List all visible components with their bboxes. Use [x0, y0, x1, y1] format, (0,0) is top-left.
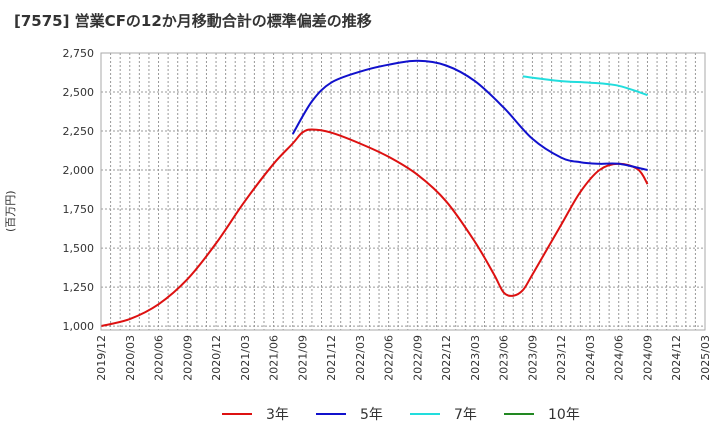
legend-label: 10年	[548, 407, 580, 423]
x-tick-label: 2022/06	[383, 335, 396, 381]
x-tick-label: 2024/09	[641, 335, 654, 381]
x-tick-label: 2023/12	[555, 335, 568, 381]
series-line-3年	[100, 128, 649, 328]
x-tick-label: 2020/03	[124, 335, 137, 381]
x-tick-label: 2021/09	[296, 335, 309, 381]
plot-frame	[100, 52, 706, 331]
legend-label: 7年	[454, 407, 477, 423]
x-tick-label: 2022/12	[440, 335, 453, 381]
x-tick-label: 2021/12	[325, 335, 338, 381]
y-tick-label: 2,250	[63, 125, 95, 138]
x-tick-label: 2023/09	[526, 335, 539, 381]
x-tick-label: 2021/06	[268, 335, 281, 381]
y-tick-label: 1,000	[63, 320, 95, 333]
x-tick-label: 2023/06	[498, 335, 511, 381]
x-tick-label: 2022/09	[411, 335, 424, 381]
y-axis-ticks: 1,000 1,250 1,500 1,750 2,000 2,250 2,500 2,750	[63, 47, 95, 333]
x-tick-label: 2024/06	[613, 335, 626, 381]
y-tick-label: 2,000	[63, 164, 95, 177]
legend: 3年 5年 7年 10年	[222, 407, 580, 423]
y-tick-label: 2,500	[63, 86, 95, 99]
x-tick-label: 2020/06	[153, 335, 166, 381]
series-line-7年	[522, 75, 648, 97]
x-tick-label: 2020/12	[210, 335, 223, 381]
x-tick-label: 2024/12	[670, 335, 683, 381]
x-tick-label: 2022/03	[354, 335, 367, 381]
x-tick-label: 2021/03	[239, 335, 252, 381]
x-axis-ticks: 2019/12 2020/03 2020/06 2020/09 2020/12 2021/…	[95, 335, 712, 381]
y-tick-label: 2,750	[63, 47, 95, 60]
grid-lines	[100, 52, 706, 330]
y-tick-label: 1,750	[63, 203, 95, 216]
legend-label: 3年	[266, 407, 289, 423]
x-tick-label: 2019/12	[95, 335, 108, 381]
chart-title: [7575] 営業CFの12か月移動合計の標準偏差の推移	[14, 12, 372, 30]
x-tick-label: 2025/03	[699, 335, 712, 381]
legend-label: 5年	[360, 407, 383, 423]
y-tick-label: 1,500	[63, 242, 95, 255]
y-tick-label: 1,250	[63, 281, 95, 294]
series-line-5年	[291, 59, 648, 171]
x-tick-label: 2024/03	[584, 335, 597, 381]
series-lines	[100, 59, 649, 328]
x-tick-label: 2023/03	[469, 335, 482, 381]
x-tick-label: 2020/09	[181, 335, 194, 381]
